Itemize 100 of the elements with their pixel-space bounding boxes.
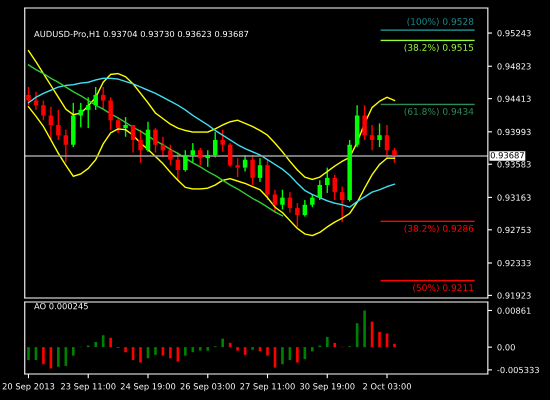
- candlestick: [123, 116, 128, 138]
- line-series: [28, 64, 284, 217]
- bar: [244, 347, 246, 355]
- y-tick-label: 0.93163: [497, 194, 531, 201]
- candlestick: [258, 157, 262, 183]
- x-tick-label: 23 Sep 11:00: [61, 383, 116, 392]
- ref-line-label: 0.93687: [490, 152, 524, 158]
- candlestick: [41, 100, 46, 121]
- ref-line-label: (100%) 0.9528: [407, 18, 474, 26]
- y-tick-label: -0.005333: [497, 366, 539, 374]
- bar: [72, 347, 75, 356]
- candlestick: [377, 122, 382, 148]
- bar: [296, 347, 299, 362]
- y-tick-label: 0.92333: [497, 260, 531, 266]
- bar: [304, 347, 306, 360]
- bar: [356, 323, 358, 348]
- x-tick-label: 26 Sep 03:00: [180, 383, 236, 392]
- bar: [146, 347, 150, 358]
- bar: [192, 347, 194, 352]
- bar: [393, 344, 396, 348]
- bar: [378, 332, 381, 348]
- bar: [57, 347, 60, 367]
- y-tick-label: 0.00861: [497, 307, 531, 314]
- y-tick-label: 0.94413: [497, 96, 531, 102]
- bar: [251, 347, 254, 350]
- candlestick: [250, 154, 255, 186]
- bar: [370, 322, 374, 348]
- candlestick: [108, 96, 113, 130]
- candlestick: [340, 186, 344, 223]
- candlestick: [130, 124, 136, 154]
- candlestick: [384, 124, 390, 158]
- candlestick: [212, 131, 218, 158]
- bar: [386, 334, 388, 348]
- y-tick-label: 0.95243: [497, 30, 531, 36]
- candlestick: [190, 142, 196, 164]
- candlestick: [78, 102, 84, 128]
- bar: [50, 347, 52, 368]
- candlestick: [288, 191, 292, 214]
- candlestick: [325, 166, 330, 194]
- x-tick-label: 2 Oct 03:00: [363, 383, 411, 390]
- candlestick: [362, 104, 367, 141]
- line-series: [28, 106, 396, 236]
- candlestick: [295, 202, 300, 228]
- candlestick: [93, 86, 98, 111]
- chart-title: AO 0.000245: [34, 303, 88, 310]
- candlestick: [176, 152, 180, 181]
- candlestick: [235, 157, 240, 178]
- candlestick: [168, 144, 173, 166]
- bar: [132, 347, 134, 360]
- candlestick: [26, 86, 31, 106]
- candlestick: [220, 128, 225, 153]
- bar: [34, 347, 38, 360]
- bar: [184, 347, 187, 356]
- bar: [326, 336, 329, 348]
- bar: [102, 335, 104, 348]
- bar: [363, 310, 366, 348]
- candlestick: [302, 199, 308, 218]
- bar: [94, 342, 98, 348]
- bar: [266, 347, 269, 356]
- candlestick: [160, 136, 166, 158]
- ref-line-label: (50%) 0.9211: [413, 284, 474, 292]
- bar: [258, 347, 262, 352]
- line-series: [28, 50, 396, 180]
- y-tick-label: 0.92753: [497, 226, 531, 234]
- candlestick: [116, 117, 120, 134]
- y-tick-label: 0.93993: [497, 128, 531, 136]
- candlestick: [48, 106, 54, 141]
- candlestick: [56, 109, 61, 141]
- bar: [281, 347, 284, 364]
- candlestick: [242, 154, 248, 172]
- bar: [139, 347, 142, 362]
- bar: [154, 347, 157, 355]
- candlestick: [138, 128, 143, 164]
- text: AUDUSD-Pro,H1 0.93704 0.93730 0.93623 0.93687: [34, 30, 248, 38]
- bar: [311, 347, 314, 352]
- candlestick: [183, 150, 188, 172]
- candlestick: [392, 147, 397, 164]
- bar: [221, 338, 224, 348]
- bar: [274, 347, 276, 368]
- bar: [42, 347, 45, 364]
- candlestick: [228, 142, 232, 168]
- bar: [109, 338, 112, 348]
- candlestick: [280, 189, 285, 210]
- line-series: [28, 78, 396, 208]
- candlestick: [34, 91, 38, 111]
- y-tick-label: 0.94823: [497, 63, 531, 70]
- x-tick-label: 24 Sep 19:00: [120, 383, 176, 392]
- y-tick-label: 0.00: [497, 344, 515, 350]
- bar: [169, 347, 172, 358]
- candlestick: [370, 124, 374, 151]
- bar: [206, 347, 210, 351]
- candlestick: [86, 96, 90, 129]
- bar: [288, 347, 292, 360]
- candlestick: [64, 128, 68, 163]
- x-tick-label: 30 Sep 19:00: [300, 383, 355, 392]
- y-tick-label: 0.93583: [497, 161, 531, 168]
- candlestick: [318, 180, 322, 201]
- x-tick-label: 20 Sep 2013: [2, 383, 54, 392]
- x-tick-label: 27 Sep 11:00: [240, 383, 295, 392]
- bar: [162, 347, 164, 356]
